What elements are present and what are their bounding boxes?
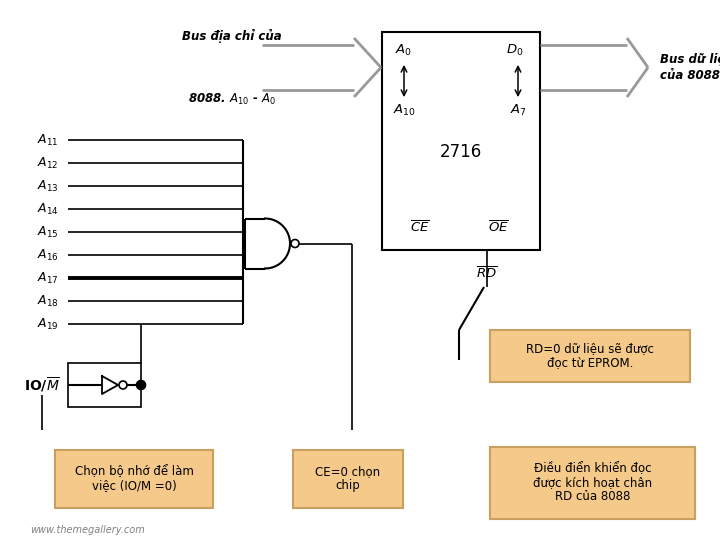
Text: $A_0$: $A_0$ bbox=[395, 43, 413, 58]
Text: của 8088: của 8088 bbox=[660, 69, 720, 82]
Text: $D_0$: $D_0$ bbox=[506, 43, 523, 58]
Text: $A_{14}$: $A_{14}$ bbox=[37, 201, 59, 217]
Text: $\overline{CE}$: $\overline{CE}$ bbox=[410, 220, 430, 235]
Text: $A_{11}$: $A_{11}$ bbox=[37, 132, 59, 147]
Text: Điều điển khiển đọc: Điều điển khiển đọc bbox=[534, 462, 652, 476]
FancyBboxPatch shape bbox=[55, 450, 213, 508]
Circle shape bbox=[119, 381, 127, 389]
Bar bbox=[382, 32, 540, 250]
Circle shape bbox=[137, 381, 145, 389]
Text: $A_{10}$: $A_{10}$ bbox=[392, 103, 415, 118]
Text: $A_{15}$: $A_{15}$ bbox=[37, 225, 59, 240]
Text: việc (IO/M =0): việc (IO/M =0) bbox=[91, 480, 176, 492]
Text: $A_{18}$: $A_{18}$ bbox=[37, 293, 59, 308]
Text: 2716: 2716 bbox=[440, 143, 482, 161]
Text: $\overline{OE}$: $\overline{OE}$ bbox=[487, 220, 508, 235]
Text: $A_{17}$: $A_{17}$ bbox=[37, 271, 59, 286]
Text: đọc từ EPROM.: đọc từ EPROM. bbox=[546, 356, 633, 369]
FancyBboxPatch shape bbox=[293, 450, 403, 508]
Text: CE=0 chọn: CE=0 chọn bbox=[315, 465, 381, 478]
Text: $A_{12}$: $A_{12}$ bbox=[37, 156, 59, 171]
Text: $A_{16}$: $A_{16}$ bbox=[37, 247, 59, 262]
FancyBboxPatch shape bbox=[490, 447, 695, 519]
FancyBboxPatch shape bbox=[490, 330, 690, 382]
Circle shape bbox=[291, 240, 299, 247]
Text: Chọn bộ nhớ để làm: Chọn bộ nhớ để làm bbox=[75, 465, 194, 478]
Text: chip: chip bbox=[336, 480, 361, 492]
Text: www.themegallery.com: www.themegallery.com bbox=[30, 525, 145, 535]
Text: $\overline{RD}$: $\overline{RD}$ bbox=[477, 266, 498, 281]
Text: IO/$\overline{M}$: IO/$\overline{M}$ bbox=[24, 376, 60, 394]
Text: Bus địa chỉ của: Bus địa chỉ của bbox=[182, 29, 282, 43]
Text: được kích hoạt chân: được kích hoạt chân bbox=[533, 476, 652, 489]
Text: $A_{13}$: $A_{13}$ bbox=[37, 178, 59, 193]
Text: 8088. $A_{10}$ - $A_0$: 8088. $A_{10}$ - $A_0$ bbox=[188, 92, 276, 107]
Bar bbox=[68, 363, 141, 407]
Text: Bus dữ liệu: Bus dữ liệu bbox=[660, 53, 720, 66]
Text: RD=0 dữ liệu sẽ được: RD=0 dữ liệu sẽ được bbox=[526, 342, 654, 355]
Text: $A_7$: $A_7$ bbox=[510, 103, 526, 118]
Text: RD của 8088: RD của 8088 bbox=[555, 490, 630, 503]
Text: $A_{19}$: $A_{19}$ bbox=[37, 316, 59, 332]
